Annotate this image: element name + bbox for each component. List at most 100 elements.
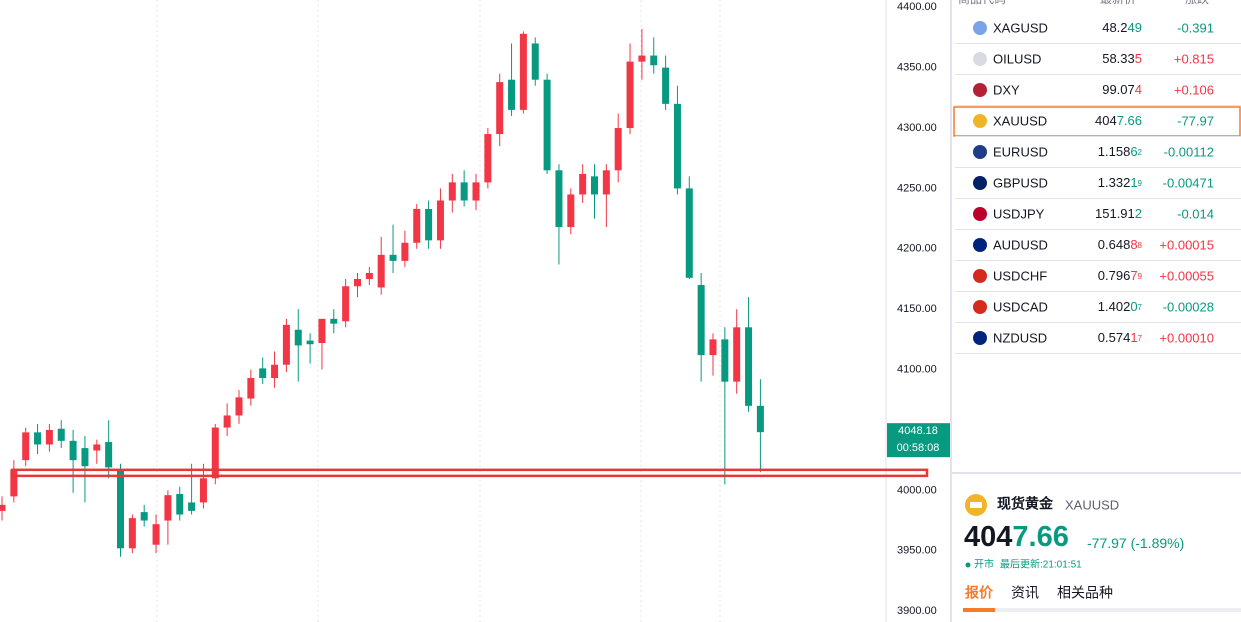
y-tick-label: 4250.00 bbox=[897, 182, 937, 194]
price-part: 1.158 bbox=[1098, 144, 1131, 159]
price: 151.912 bbox=[1095, 206, 1142, 221]
symbol-icon bbox=[973, 300, 987, 314]
y-tick-label: 3950.00 bbox=[897, 545, 937, 557]
change: +0.00015 bbox=[1159, 237, 1214, 252]
candle-body bbox=[614, 128, 622, 171]
candle-body bbox=[662, 67, 670, 104]
watchlist-row[interactable]: AUDUSD 0.64888 +0.00015 bbox=[955, 237, 1241, 261]
candle-body bbox=[247, 378, 255, 399]
detail-change-pct: (-1.89%) bbox=[1131, 535, 1185, 551]
symbol-icon bbox=[973, 269, 987, 283]
y-tick-label: 4150.00 bbox=[897, 303, 937, 315]
candle-body bbox=[282, 324, 290, 365]
price-part: 4 bbox=[1135, 82, 1142, 97]
watchlist-row[interactable]: GBPUSD 1.33219 -0.00471 bbox=[955, 175, 1241, 199]
watchlist-row[interactable]: OILUSD 58.335 +0.815 bbox=[955, 51, 1241, 75]
price-part: 7 bbox=[1138, 334, 1143, 343]
change: -77.97 bbox=[1177, 113, 1214, 128]
candle-body bbox=[259, 368, 267, 379]
y-tick-label: 4300.00 bbox=[897, 122, 937, 134]
candle-body bbox=[235, 397, 243, 416]
price: 4047.66 bbox=[1095, 113, 1142, 128]
symbol-icon bbox=[973, 52, 987, 66]
candle-body bbox=[579, 173, 587, 195]
candle-body bbox=[306, 340, 314, 345]
price: 48.249 bbox=[1102, 20, 1142, 35]
vertical-grid bbox=[156, 0, 721, 622]
candle-body bbox=[567, 194, 575, 228]
symbol: EURUSD bbox=[993, 144, 1048, 159]
candle-body bbox=[626, 61, 634, 129]
candle-body bbox=[591, 176, 598, 195]
price-part: 7 bbox=[1130, 268, 1137, 283]
price: 1.33219 bbox=[1098, 175, 1143, 190]
candle-body bbox=[745, 327, 753, 406]
symbol: DXY bbox=[993, 82, 1020, 97]
tab[interactable]: 报价 bbox=[965, 585, 994, 601]
symbol-icon bbox=[973, 331, 987, 345]
price-part: 58.33 bbox=[1102, 51, 1135, 66]
price-part: 2 bbox=[1138, 148, 1143, 157]
change: +0.00010 bbox=[1159, 330, 1214, 345]
change: +0.815 bbox=[1174, 51, 1214, 66]
price: 1.40207 bbox=[1098, 299, 1143, 314]
candle-body bbox=[425, 208, 433, 241]
change: +0.106 bbox=[1174, 82, 1214, 97]
symbol-icon bbox=[973, 207, 987, 221]
candle-body bbox=[673, 103, 681, 189]
price-tag-timer: 00:58:08 bbox=[897, 442, 940, 454]
change: -0.00028 bbox=[1163, 299, 1214, 314]
price-part: 404 bbox=[1095, 113, 1117, 128]
y-tick-label: 4200.00 bbox=[897, 243, 937, 255]
watchlist-row[interactable]: NZDUSD 0.57417 +0.00010 bbox=[955, 330, 1241, 354]
tab-underline bbox=[963, 608, 995, 612]
candle-body bbox=[721, 339, 729, 382]
watchlist-row[interactable]: USDCHF 0.79679 +0.00055 bbox=[955, 268, 1241, 292]
symbol: NZDUSD bbox=[993, 330, 1047, 345]
watchlist-row[interactable]: XAGUSD 48.249 -0.391 bbox=[955, 20, 1241, 44]
candle-body bbox=[436, 200, 444, 241]
price-part: 49 bbox=[1128, 20, 1142, 35]
tab-track bbox=[963, 608, 1241, 612]
symbol: GBPUSD bbox=[993, 175, 1048, 190]
watchlist[interactable]: 商品代码最新价涨跌XAGUSD48.249-0.391OILUSD58.335+… bbox=[953, 0, 1241, 354]
candle-body bbox=[365, 272, 373, 279]
candle-body bbox=[342, 286, 350, 322]
price-part: 2 bbox=[1135, 206, 1142, 221]
tab[interactable]: 相关品种 bbox=[1057, 585, 1113, 601]
candle-body bbox=[460, 182, 468, 201]
candle-body bbox=[128, 518, 136, 549]
symbol-icon bbox=[973, 83, 987, 97]
price: 1.15862 bbox=[1098, 144, 1143, 159]
price: 0.79679 bbox=[1098, 268, 1143, 283]
candle-body bbox=[531, 43, 539, 80]
y-tick-label: 4000.00 bbox=[897, 484, 937, 496]
candle-body bbox=[377, 254, 385, 288]
candle-body bbox=[318, 318, 326, 344]
candle-body bbox=[105, 442, 113, 468]
candle-body bbox=[176, 493, 184, 515]
candle-body bbox=[0, 504, 6, 511]
candle-body bbox=[508, 79, 516, 110]
price-tag-value: 4048.18 bbox=[898, 425, 938, 437]
watchlist-row[interactable]: USDCAD 1.40207 -0.00028 bbox=[955, 299, 1241, 323]
watchlist-row[interactable]: USDJPY 151.912 -0.014 bbox=[955, 206, 1241, 230]
watchlist-row[interactable]: DXY 99.074 +0.106 bbox=[955, 82, 1241, 106]
symbol-icon bbox=[973, 21, 987, 35]
symbol-icon bbox=[973, 145, 987, 159]
candle-body bbox=[93, 444, 101, 451]
watchlist-row[interactable]: EURUSD 1.15862 -0.00112 bbox=[955, 144, 1241, 168]
candle-body bbox=[685, 188, 693, 278]
watchlist-row[interactable]: XAUUSD 4047.66 -77.97 bbox=[953, 106, 1241, 137]
candle-body bbox=[140, 512, 148, 521]
price-part: 1 bbox=[1130, 330, 1137, 345]
price-part: 8 bbox=[1130, 237, 1137, 252]
candle-body bbox=[650, 55, 658, 66]
tab[interactable]: 资讯 bbox=[1011, 585, 1039, 601]
candle-body bbox=[602, 170, 610, 195]
candle-body bbox=[543, 79, 551, 171]
change: -0.014 bbox=[1177, 206, 1214, 221]
detail-change-value: -77.97 bbox=[1087, 535, 1127, 551]
candle-body bbox=[271, 364, 279, 379]
symbol: USDJPY bbox=[993, 206, 1045, 221]
